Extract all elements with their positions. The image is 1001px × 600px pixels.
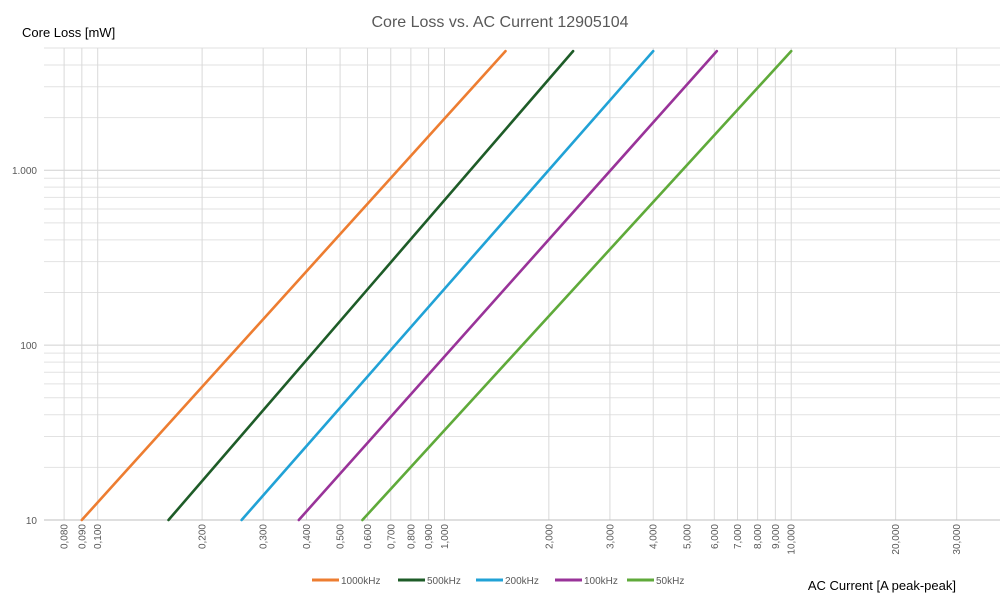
x-tick-label: 6,000 xyxy=(710,524,721,549)
x-tick-label: 20,000 xyxy=(891,524,902,555)
x-tick-label: 2,000 xyxy=(544,524,555,549)
x-tick-label: 10,000 xyxy=(787,524,798,555)
x-tick-label: 9,000 xyxy=(771,524,782,549)
series-line-1000kHz xyxy=(80,49,507,522)
x-tick-label: 0,080 xyxy=(60,524,71,549)
y-tick-label: 10 xyxy=(26,516,38,527)
legend-label-500kHz: 500kHz xyxy=(427,576,461,587)
x-tick-label: 0,700 xyxy=(386,524,397,549)
x-tick-label: 7,000 xyxy=(733,524,744,549)
x-tick-label: 3,000 xyxy=(605,524,616,549)
grid xyxy=(44,47,1000,521)
series-line-200kHz xyxy=(240,49,655,522)
x-tick-label: 4,000 xyxy=(649,524,660,549)
y-tick-label: 1.000 xyxy=(12,166,37,177)
x-tick-label: 0,600 xyxy=(363,524,374,549)
y-axis-title: Core Loss [mW] xyxy=(22,25,115,40)
chart-title: Core Loss vs. AC Current 12905104 xyxy=(371,14,628,31)
x-tick-label: 1,000 xyxy=(440,524,451,549)
legend-label-200kHz: 200kHz xyxy=(505,576,539,587)
legend-label-100kHz: 100kHz xyxy=(584,576,618,587)
legend-label-1000kHz: 1000kHz xyxy=(341,576,380,587)
x-tick-label: 0,800 xyxy=(406,524,417,549)
x-axis-title: AC Current [A peak-peak] xyxy=(808,578,956,593)
series-lines xyxy=(80,49,793,522)
series-line-500kHz xyxy=(167,49,575,522)
x-tick-label: 0,100 xyxy=(93,524,104,549)
x-tick-labels: 0,080 0,090 0,100 0,200 0,300 0,400 0,500 0,600… xyxy=(60,524,964,555)
x-tick-label: 0,200 xyxy=(198,524,209,549)
y-tick-labels: 10 100 1.000 xyxy=(12,166,37,527)
y-tick-label: 100 xyxy=(20,341,37,352)
x-tick-label: 30,000 xyxy=(952,524,963,555)
series-line-100kHz xyxy=(297,49,719,522)
x-tick-label: 0,090 xyxy=(77,524,88,549)
x-tick-label: 8,000 xyxy=(753,524,764,549)
x-tick-label: 0,500 xyxy=(336,524,347,549)
legend-label-50kHz: 50kHz xyxy=(656,576,684,587)
legend: 1000kHz 500kHz 200kHz 100kHz 50kHz xyxy=(312,576,684,587)
x-tick-label: 0,300 xyxy=(259,524,270,549)
x-tick-label: 0,400 xyxy=(302,524,313,549)
x-tick-label: 0,900 xyxy=(424,524,435,549)
x-tick-label: 5,000 xyxy=(682,524,693,549)
series-line-50kHz xyxy=(361,49,793,522)
